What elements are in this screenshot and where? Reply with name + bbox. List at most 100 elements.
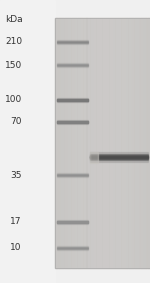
Bar bbox=[67, 18, 68, 268]
Bar bbox=[61, 18, 62, 268]
Bar bbox=[57, 66, 88, 67]
Bar bbox=[120, 18, 122, 268]
Bar bbox=[110, 18, 111, 268]
Bar bbox=[124, 18, 125, 268]
Bar bbox=[149, 18, 150, 268]
Bar bbox=[116, 18, 117, 268]
Bar bbox=[98, 18, 99, 268]
Text: 17: 17 bbox=[10, 218, 21, 226]
Bar bbox=[90, 160, 148, 162]
Bar bbox=[55, 18, 150, 268]
Bar bbox=[94, 18, 95, 268]
Bar bbox=[122, 18, 123, 268]
Bar bbox=[141, 18, 142, 268]
Bar bbox=[55, 18, 150, 268]
Bar bbox=[57, 222, 88, 223]
Bar bbox=[101, 18, 102, 268]
Bar bbox=[57, 65, 88, 66]
Text: 150: 150 bbox=[5, 61, 22, 70]
Bar bbox=[81, 18, 82, 268]
Bar bbox=[102, 18, 104, 268]
Bar bbox=[57, 98, 88, 100]
Bar bbox=[57, 123, 88, 124]
Bar bbox=[60, 18, 61, 268]
Bar bbox=[57, 63, 88, 64]
Text: 210: 210 bbox=[5, 38, 22, 46]
Bar bbox=[57, 248, 88, 249]
Bar bbox=[57, 174, 88, 175]
Bar bbox=[132, 18, 133, 268]
Bar bbox=[57, 43, 88, 44]
Bar bbox=[138, 18, 139, 268]
Bar bbox=[90, 159, 148, 160]
Bar bbox=[57, 42, 88, 43]
Bar bbox=[82, 18, 84, 268]
Bar bbox=[76, 18, 78, 268]
Bar bbox=[90, 152, 148, 154]
Bar bbox=[137, 18, 138, 268]
Bar bbox=[105, 18, 106, 268]
Bar bbox=[57, 220, 88, 221]
Bar bbox=[69, 18, 70, 268]
Bar bbox=[135, 18, 136, 268]
Bar bbox=[63, 18, 64, 268]
Bar bbox=[128, 18, 129, 268]
Bar bbox=[119, 18, 120, 268]
Bar bbox=[148, 18, 149, 268]
Bar bbox=[57, 121, 88, 123]
Bar bbox=[136, 18, 137, 268]
Bar bbox=[57, 223, 88, 224]
Bar bbox=[56, 18, 57, 268]
Bar bbox=[89, 18, 91, 268]
Bar bbox=[84, 18, 85, 268]
Bar bbox=[57, 98, 88, 99]
Bar bbox=[72, 18, 73, 268]
Bar bbox=[133, 18, 135, 268]
Bar bbox=[95, 18, 97, 268]
Bar bbox=[90, 157, 148, 159]
Bar bbox=[80, 18, 81, 268]
Bar bbox=[57, 122, 88, 123]
Text: 70: 70 bbox=[10, 117, 21, 127]
Bar bbox=[146, 18, 148, 268]
Bar bbox=[90, 154, 148, 155]
Bar bbox=[85, 18, 86, 268]
Bar bbox=[90, 151, 98, 162]
Bar bbox=[106, 18, 107, 268]
Bar bbox=[108, 18, 110, 268]
Bar bbox=[118, 18, 119, 268]
Bar bbox=[78, 18, 79, 268]
Bar bbox=[74, 18, 75, 268]
Bar bbox=[57, 221, 88, 222]
Bar bbox=[57, 41, 88, 42]
Bar bbox=[57, 176, 88, 177]
Bar bbox=[73, 18, 74, 268]
Bar bbox=[114, 18, 116, 268]
Bar bbox=[139, 18, 141, 268]
Text: kDa: kDa bbox=[5, 15, 23, 24]
Bar bbox=[75, 18, 76, 268]
Bar bbox=[91, 18, 92, 268]
Bar bbox=[86, 18, 87, 268]
Bar bbox=[70, 18, 72, 268]
Bar bbox=[92, 18, 93, 268]
Bar bbox=[104, 18, 105, 268]
Bar bbox=[62, 18, 63, 268]
Bar bbox=[64, 18, 66, 268]
Bar bbox=[126, 18, 128, 268]
Bar bbox=[129, 18, 130, 268]
Bar bbox=[93, 18, 94, 268]
Bar bbox=[57, 101, 88, 102]
Bar bbox=[97, 18, 98, 268]
Bar bbox=[111, 18, 112, 268]
Bar bbox=[57, 64, 88, 65]
Bar bbox=[58, 18, 60, 268]
Text: 100: 100 bbox=[5, 95, 22, 104]
Bar bbox=[123, 18, 124, 268]
Bar bbox=[100, 18, 101, 268]
Bar bbox=[57, 100, 88, 101]
Bar bbox=[57, 40, 88, 41]
Bar bbox=[57, 175, 88, 176]
Bar bbox=[142, 18, 143, 268]
Bar bbox=[88, 18, 89, 268]
